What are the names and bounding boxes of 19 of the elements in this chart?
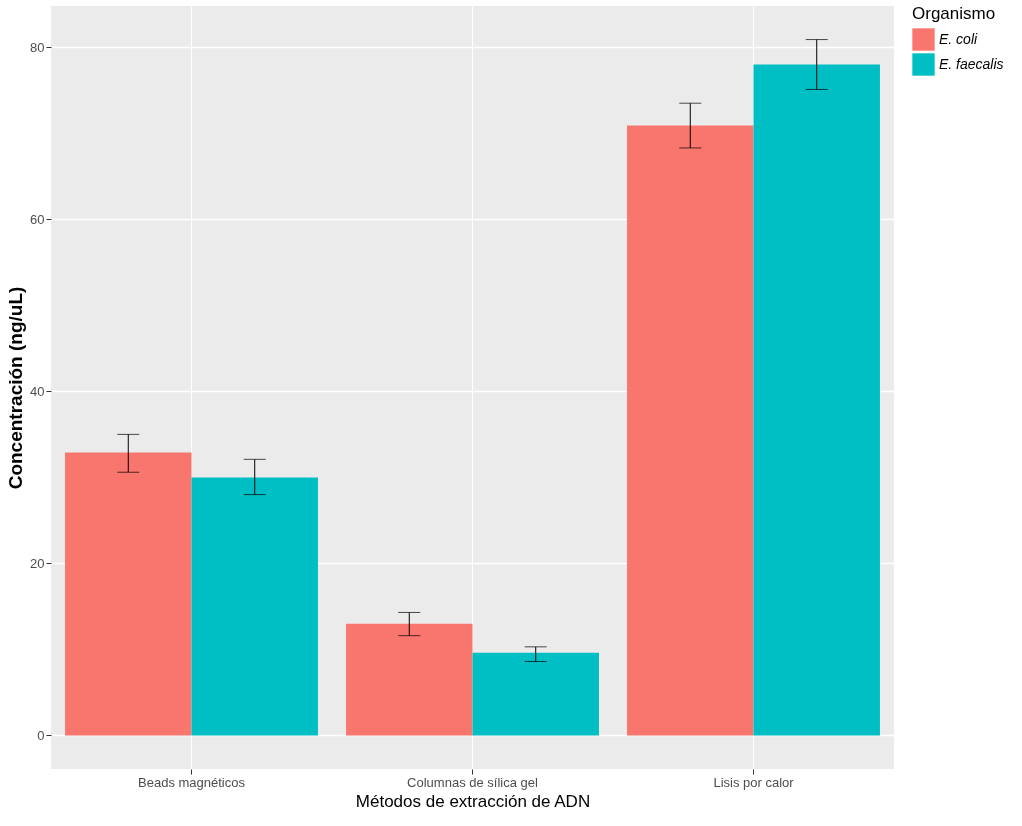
y-tick-label: 20 xyxy=(30,555,45,571)
legend-label: E. faecalis xyxy=(939,55,1004,72)
x-axis-title: Métodos de extracción de ADN xyxy=(355,791,591,811)
bar xyxy=(627,125,754,736)
y-tick-label: 0 xyxy=(37,727,45,743)
bar xyxy=(191,477,318,736)
x-tick-label: Columnas de sílica gel xyxy=(407,774,538,790)
y-axis-title: Concentración (ng/uL) xyxy=(5,286,27,490)
legend-title: Organismo xyxy=(912,4,996,23)
bar xyxy=(472,652,599,736)
bar xyxy=(753,64,880,736)
x-tick-label: Beads magnéticos xyxy=(138,774,246,790)
bar xyxy=(65,452,192,736)
y-tick-label: 80 xyxy=(30,39,45,55)
legend-label: E. coli xyxy=(939,30,979,47)
y-tick-label: 40 xyxy=(30,383,45,399)
y-tick-label: 60 xyxy=(30,211,45,227)
bar xyxy=(346,623,473,736)
x-tick-label: Lisis por calor xyxy=(713,774,795,790)
